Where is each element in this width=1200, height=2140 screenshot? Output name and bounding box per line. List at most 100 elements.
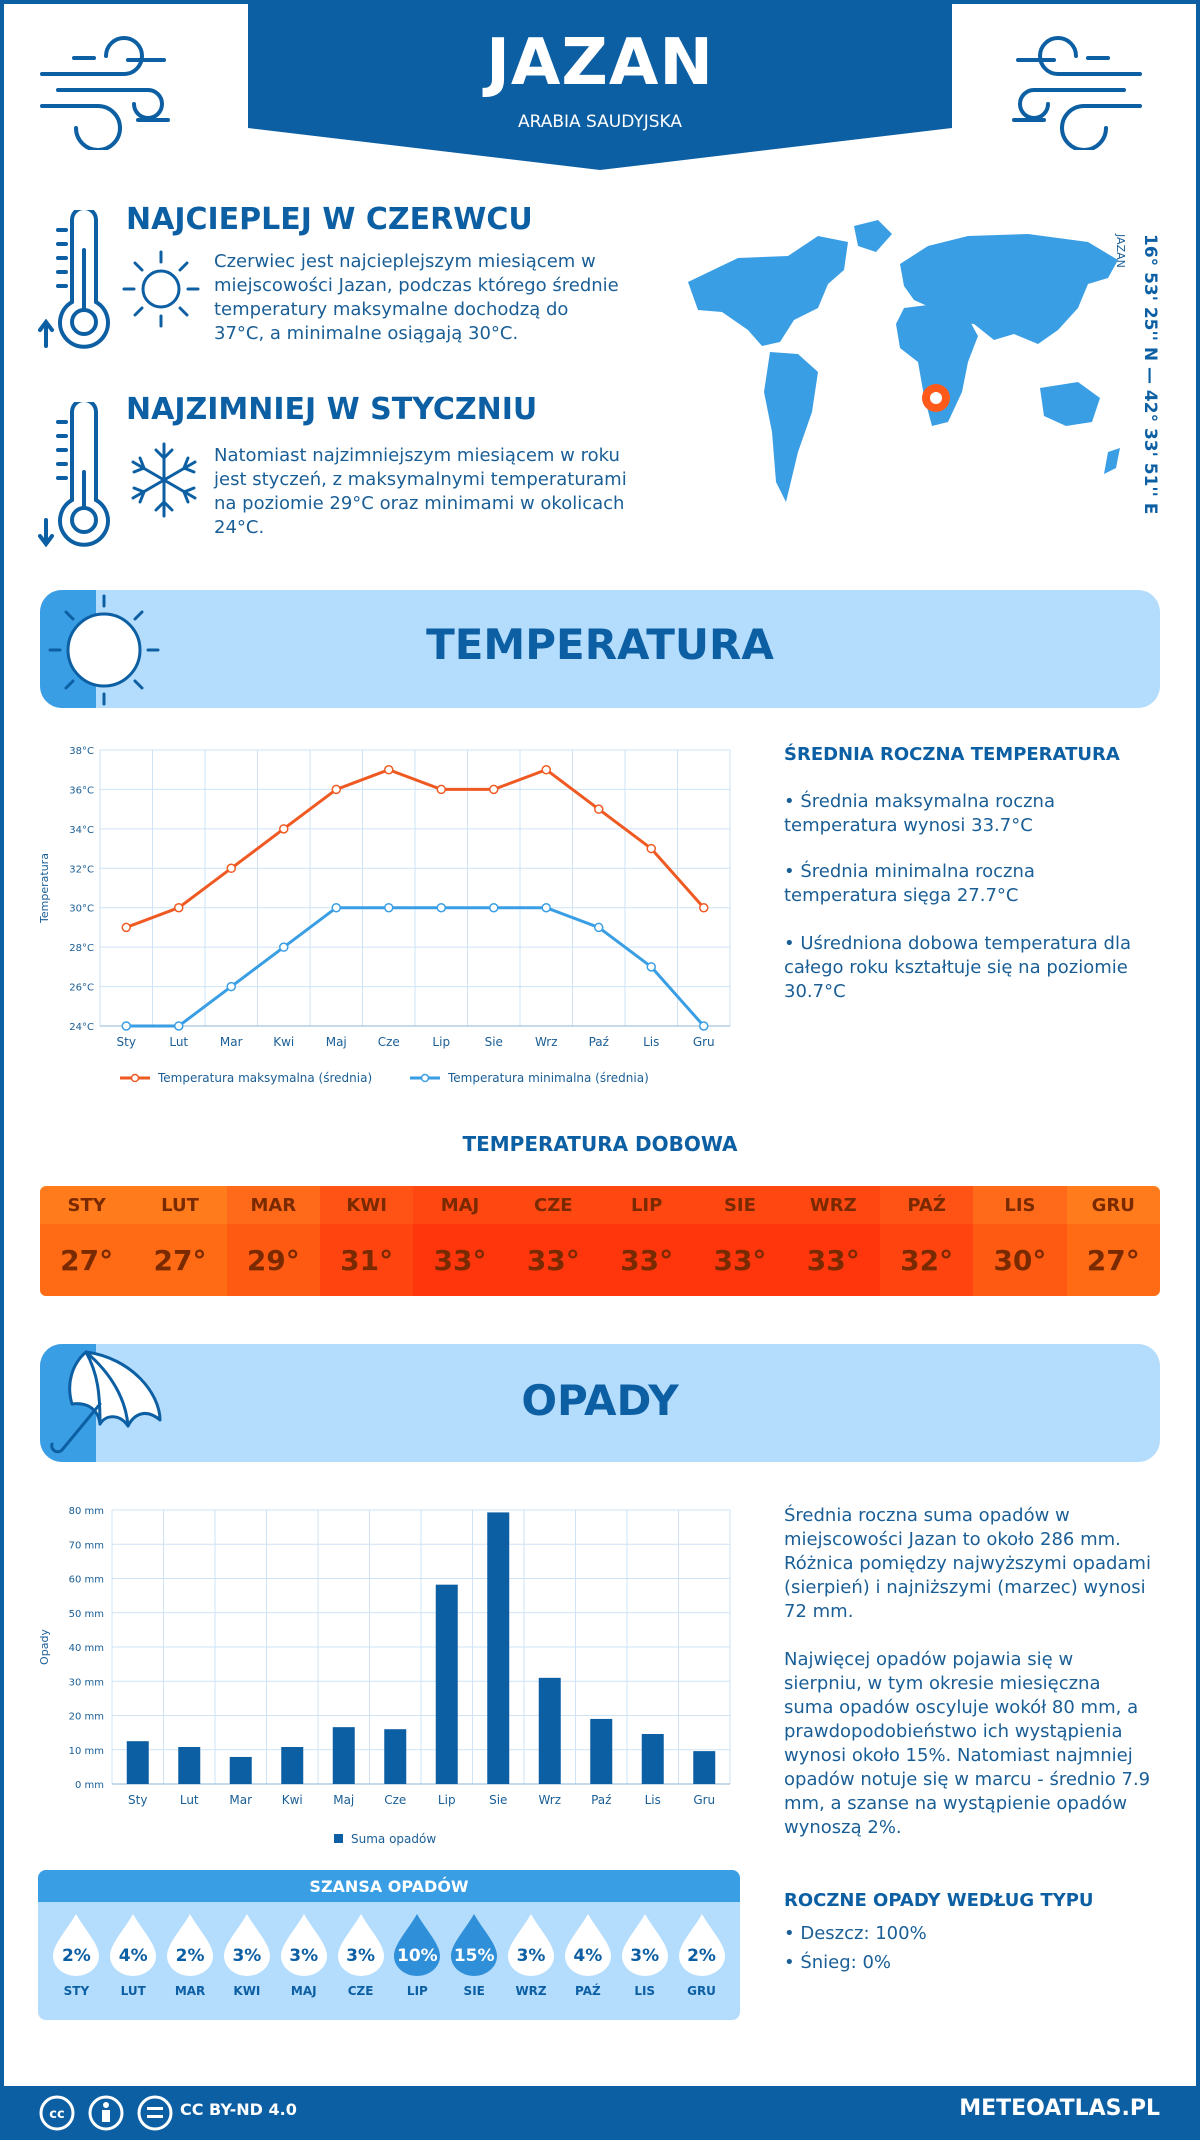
daily-temp-value: 27° xyxy=(40,1224,134,1296)
rain-chance-month: CZE xyxy=(347,1984,374,1998)
precip-bar xyxy=(641,1733,664,1784)
daily-temp-value: 30° xyxy=(973,1224,1067,1296)
rain-chance-value: 3% xyxy=(232,1946,262,1966)
daily-temp-value: 33° xyxy=(786,1224,880,1296)
x-tick-label: Wrz xyxy=(535,1035,558,1049)
thermometer-hot-icon xyxy=(38,210,110,349)
rain-chance-value: 2% xyxy=(175,1946,205,1966)
max-temp-point xyxy=(331,784,341,795)
precip-bar xyxy=(281,1747,304,1784)
raindrop-icon: 4% xyxy=(108,1912,158,1978)
x-tick-label: Kwi xyxy=(273,1035,294,1049)
y-axis-label: Temperatura xyxy=(38,853,51,924)
daily-column: KWI 31° xyxy=(319,1186,414,1296)
x-tick-label: Sie xyxy=(489,1793,507,1807)
y-tick-label: 40 mm xyxy=(69,1643,104,1654)
rain-title: OPADY xyxy=(521,1376,679,1425)
x-tick-label: Gru xyxy=(693,1035,715,1049)
rain-chance-month: LUT xyxy=(120,1984,146,1998)
rain-chance-item: 2% MAR xyxy=(162,1902,219,1998)
svg-text:cc: cc xyxy=(49,2107,64,2122)
y-tick-label: 20 mm xyxy=(69,1712,104,1723)
y-tick-label: 80 mm xyxy=(69,1506,104,1517)
max-temp-line xyxy=(125,768,705,929)
y-tick-label: 30°C xyxy=(69,904,94,915)
rain-type-rain: • Deszcz: 100% xyxy=(784,1923,927,1944)
license-text: CC BY-ND 4.0 xyxy=(180,2100,297,2119)
daily-column: LUT 27° xyxy=(133,1186,227,1296)
daily-temp-value: 33° xyxy=(413,1224,507,1296)
legend-label: Temperatura maksymalna (średnia) xyxy=(157,1071,372,1085)
daily-column: LIP 33° xyxy=(599,1186,694,1296)
daily-temp-value: 33° xyxy=(506,1224,600,1296)
x-tick-label: Lut xyxy=(169,1035,188,1049)
daily-month: LIP xyxy=(599,1186,694,1224)
y-tick-label: 36°C xyxy=(69,785,94,796)
precip-bar xyxy=(229,1756,252,1784)
precip-bar xyxy=(126,1741,149,1784)
daily-column: SIE 33° xyxy=(693,1186,787,1296)
rain-chance-month: LIS xyxy=(634,1984,656,1998)
daily-temp-value: 33° xyxy=(693,1224,787,1296)
wind-icon xyxy=(1012,36,1142,150)
daily-temp-value: 27° xyxy=(133,1224,227,1296)
rain-chance-value: 10% xyxy=(397,1946,438,1966)
min-temp-point xyxy=(226,981,236,992)
max-temp-point xyxy=(436,784,446,795)
precip-bar xyxy=(487,1512,510,1784)
site-link[interactable]: METEOATLAS.PL xyxy=(959,2096,1160,2121)
x-tick-label: Cze xyxy=(378,1035,400,1049)
rain-chance-item: 3% CZE xyxy=(332,1902,389,1998)
legend-swatch xyxy=(334,1834,343,1843)
rain-chance-item: 3% KWI xyxy=(218,1902,275,1998)
max-temp-point xyxy=(594,804,604,814)
x-tick-label: Sty xyxy=(128,1793,147,1807)
max-temp-point xyxy=(121,922,131,933)
daily-temp-value: 33° xyxy=(599,1224,694,1296)
min-temp-point xyxy=(279,942,289,952)
rain-banner xyxy=(40,1344,1160,1462)
daily-month: LIS xyxy=(973,1186,1067,1224)
min-temp-point xyxy=(699,1021,709,1031)
daily-month: WRZ xyxy=(786,1186,880,1224)
precip-bar xyxy=(435,1584,458,1784)
daily-month: PAŹ xyxy=(879,1186,974,1224)
daily-column: WRZ 33° xyxy=(786,1186,880,1296)
x-tick-label: Sty xyxy=(117,1035,136,1049)
precip-bar xyxy=(178,1747,201,1784)
y-tick-label: 32°C xyxy=(69,864,94,875)
x-tick-label: Lip xyxy=(438,1793,456,1807)
max-temp-point xyxy=(541,764,551,775)
rain-type-snow: • Śnieg: 0% xyxy=(784,1952,892,1973)
min-temp-line xyxy=(126,906,705,1028)
min-temp-point xyxy=(436,902,446,913)
rain-chance-item: 10% LIP xyxy=(389,1902,446,1998)
rain-paragraph-2: Najwięcej opadów pojawia się w sierpniu,… xyxy=(784,1649,1151,1838)
daily-month: STY xyxy=(40,1186,134,1224)
daily-month: MAJ xyxy=(413,1186,507,1224)
raindrop-icon: 3% xyxy=(336,1912,386,1978)
coldest-title: NAJZIMNIEJ W STYCZNIU xyxy=(126,392,538,427)
raindrop-icon: 15% xyxy=(449,1912,499,1978)
x-tick-label: Lis xyxy=(645,1793,661,1807)
rain-chance-item: 4% LUT xyxy=(105,1902,162,1998)
umbrella-icon xyxy=(50,1350,162,1454)
raindrop-icon: 4% xyxy=(563,1912,613,1978)
rain-chance-value: 4% xyxy=(573,1946,603,1966)
temp-side-title: ŚREDNIA ROCZNA TEMPERATURA xyxy=(784,744,1120,765)
temperature-chart: 24°C 26°C 28°C 30°C 32°C 34°C 36°C 38°C Sty Lut Ma… xyxy=(38,746,731,1085)
temperature-banner xyxy=(40,590,1160,708)
min-temp-point xyxy=(646,962,656,972)
daily-month: GRU xyxy=(1066,1186,1160,1224)
y-tick-label: 38°C xyxy=(69,746,94,757)
daily-temp-value: 29° xyxy=(226,1224,320,1296)
precip-bar xyxy=(538,1677,561,1784)
x-tick-label: Maj xyxy=(326,1035,347,1049)
x-tick-label: Gru xyxy=(693,1793,715,1807)
snowflake-icon xyxy=(131,442,197,518)
y-tick-label: 50 mm xyxy=(69,1609,104,1620)
rain-chance-value: 3% xyxy=(630,1946,660,1966)
y-tick-label: 24°C xyxy=(69,1022,94,1033)
city-title: JAZAN xyxy=(486,26,714,100)
rain-chance-item: 15% SIE xyxy=(446,1902,503,1998)
